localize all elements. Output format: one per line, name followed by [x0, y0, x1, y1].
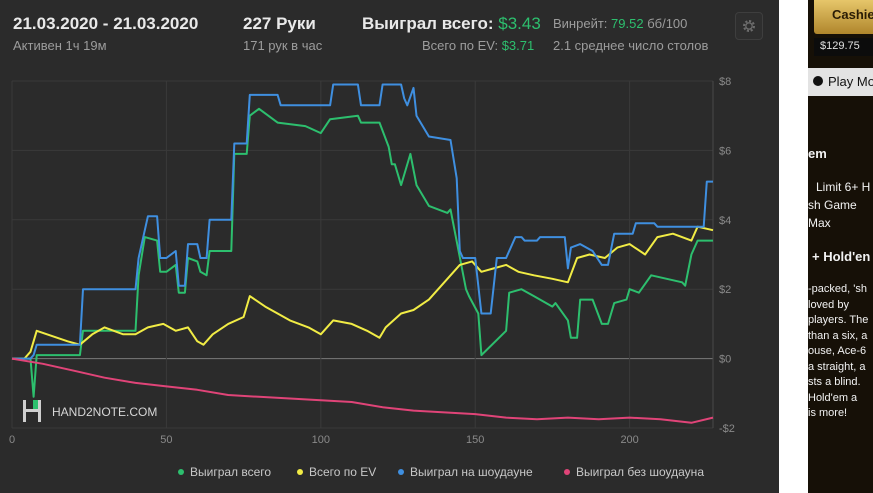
hand2note-logo-icon — [23, 400, 41, 422]
poker-client-background: Cashier $129.75 Play Mo em Limit 6+ H sh… — [808, 0, 873, 493]
legend-label: Всего по EV — [309, 465, 377, 479]
winrate-value: 79.52 — [611, 16, 644, 31]
watermark: HAND2NOTE.COM — [23, 400, 157, 422]
radio-icon — [813, 76, 823, 86]
legend-label: Выиграл без шоудауна — [576, 465, 704, 479]
date-range: 21.03.2020 - 21.03.2020 — [13, 14, 199, 33]
y-tick-label: $0 — [719, 354, 731, 366]
side-description-line: -packed, 'sh — [808, 283, 867, 295]
side-description-line: players. The — [808, 314, 869, 326]
y-tick-label: $2 — [719, 284, 731, 296]
side-description-line: Hold'em a — [808, 391, 858, 404]
won-total-value: $3.43 — [498, 14, 541, 33]
gear-icon — [743, 20, 755, 32]
stats-panel: 21.03.2020 - 21.03.2020 Активен 1ч 19м 2… — [8, 12, 763, 479]
won-total-label: Выиграл всего: — [362, 14, 494, 33]
side-description-line: ouse, Ace-6 — [808, 345, 867, 357]
winrate: Винрейт: 79.52 бб/100 — [553, 16, 687, 31]
side-description-line: a straight, a — [808, 360, 866, 373]
hands-count: 227 Руки — [243, 14, 316, 33]
ev-total-label: Всего по EV: — [422, 38, 499, 53]
legend-dot — [297, 468, 303, 475]
play-money-label: Play Mo — [828, 74, 873, 89]
y-tick-label: $4 — [719, 215, 731, 227]
legend-label: Выиграл на шоудауне — [410, 465, 533, 479]
ev-total: Всего по EV: $3.71 — [422, 38, 534, 53]
settings-button[interactable] — [735, 12, 763, 40]
legend-item-ev-total[interactable]: Всего по EV — [297, 465, 376, 479]
x-tick-label: 150 — [466, 434, 484, 446]
active-time: Активен 1ч 19м — [13, 38, 107, 53]
side-line-1: Limit 6+ H — [816, 180, 871, 194]
won-total: Выиграл всего: $3.43 — [362, 14, 541, 34]
side-heading-1: em — [808, 146, 827, 161]
legend-dot — [178, 468, 184, 475]
balance: $129.75 — [814, 38, 873, 56]
y-tick-label: $8 — [719, 76, 731, 88]
legend-item-won-non-showdown[interactable]: Выиграл без шоудауна — [564, 465, 704, 479]
side-description-line: than a six, a — [808, 329, 868, 342]
winrate-unit: бб/100 — [647, 16, 688, 31]
separator — [779, 0, 808, 493]
ev-total-value: $3.71 — [501, 38, 535, 53]
play-money-option[interactable]: Play Mo — [808, 68, 873, 96]
legend-item-won-total[interactable]: Выиграл всего — [178, 465, 271, 479]
side-line-3: Max — [808, 216, 831, 230]
cashier-button[interactable]: Cashier — [814, 0, 873, 34]
x-tick-label: 50 — [160, 434, 172, 446]
x-tick-label: 0 — [9, 434, 15, 446]
hands-per-hour: 171 рук в час — [243, 38, 323, 53]
side-heading-2: + Hold'en — [812, 249, 871, 264]
legend-dot — [564, 468, 570, 475]
y-tick-label: -$2 — [719, 423, 735, 435]
x-tick-label: 100 — [312, 434, 330, 446]
series-line-3 — [11, 357, 714, 424]
series-line-2 — [12, 83, 713, 360]
bankroll-chart: HAND2NOTE.COM $8 $6 $4 $2 $0 -$2 0 50 100 150 200 — [9, 76, 735, 446]
y-tick-label: $6 — [719, 145, 731, 157]
series-line-1 — [12, 225, 714, 360]
legend-dot — [398, 468, 404, 475]
side-description-line: loved by — [808, 298, 849, 311]
winrate-label: Винрейт: — [553, 16, 608, 31]
legend-label: Выиграл всего — [190, 465, 272, 479]
avg-tables: 2.1 среднее число столов — [553, 38, 709, 53]
series-line-0 — [12, 107, 713, 398]
watermark-text: HAND2NOTE.COM — [52, 405, 157, 419]
side-description-line: sts a blind. — [808, 376, 861, 388]
side-description-line: is more! — [808, 407, 848, 419]
side-line-2: sh Game — [808, 198, 857, 212]
legend-item-won-showdown[interactable]: Выиграл на шоудауне — [398, 465, 533, 479]
x-tick-label: 200 — [620, 434, 638, 446]
